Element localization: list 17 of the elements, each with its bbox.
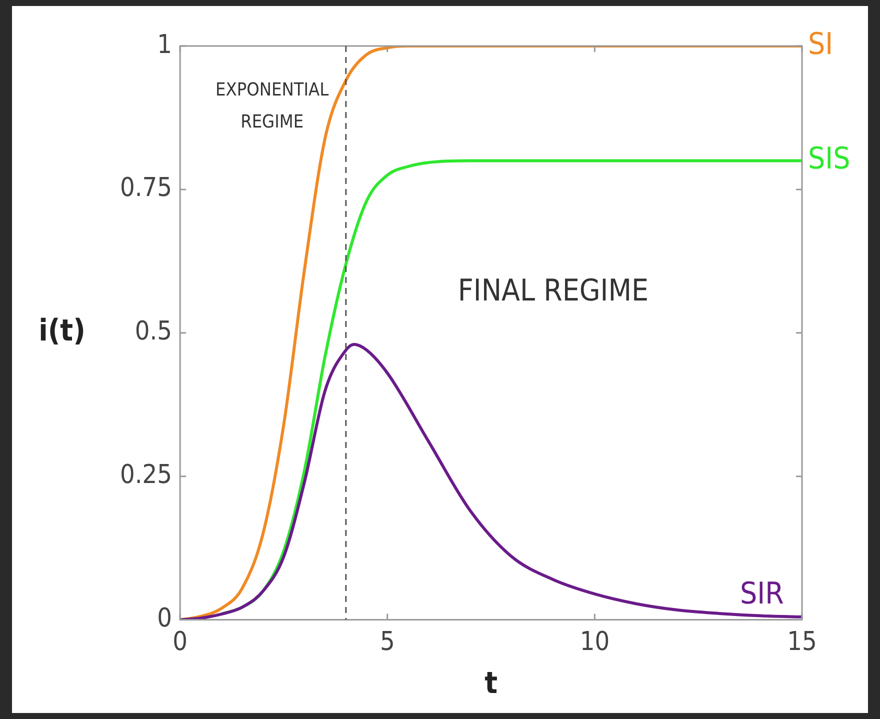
x-tick-label: 5 bbox=[380, 627, 395, 658]
series-label: SI bbox=[808, 26, 834, 62]
y-tick-label: 0.25 bbox=[120, 460, 172, 490]
annotation: EXPONENTIAL REGIME bbox=[216, 80, 329, 133]
x-tick-label: 10 bbox=[580, 627, 610, 658]
y-tick-label: 0.5 bbox=[134, 316, 172, 347]
x-axis-title: t bbox=[484, 666, 498, 701]
y-tick-label: 0.75 bbox=[120, 173, 172, 204]
series-label: SIR bbox=[740, 576, 784, 612]
line-series bbox=[180, 342, 802, 620]
y-tick-label: 1 bbox=[157, 30, 172, 60]
y-tick-label: 0 bbox=[157, 604, 172, 634]
series-label: SIS bbox=[808, 142, 850, 177]
x-tick-label: 15 bbox=[787, 627, 817, 658]
annotation: FINAL REGIME bbox=[458, 274, 649, 309]
line-series bbox=[180, 46, 802, 620]
y-axis-title: i(t) bbox=[38, 314, 86, 349]
